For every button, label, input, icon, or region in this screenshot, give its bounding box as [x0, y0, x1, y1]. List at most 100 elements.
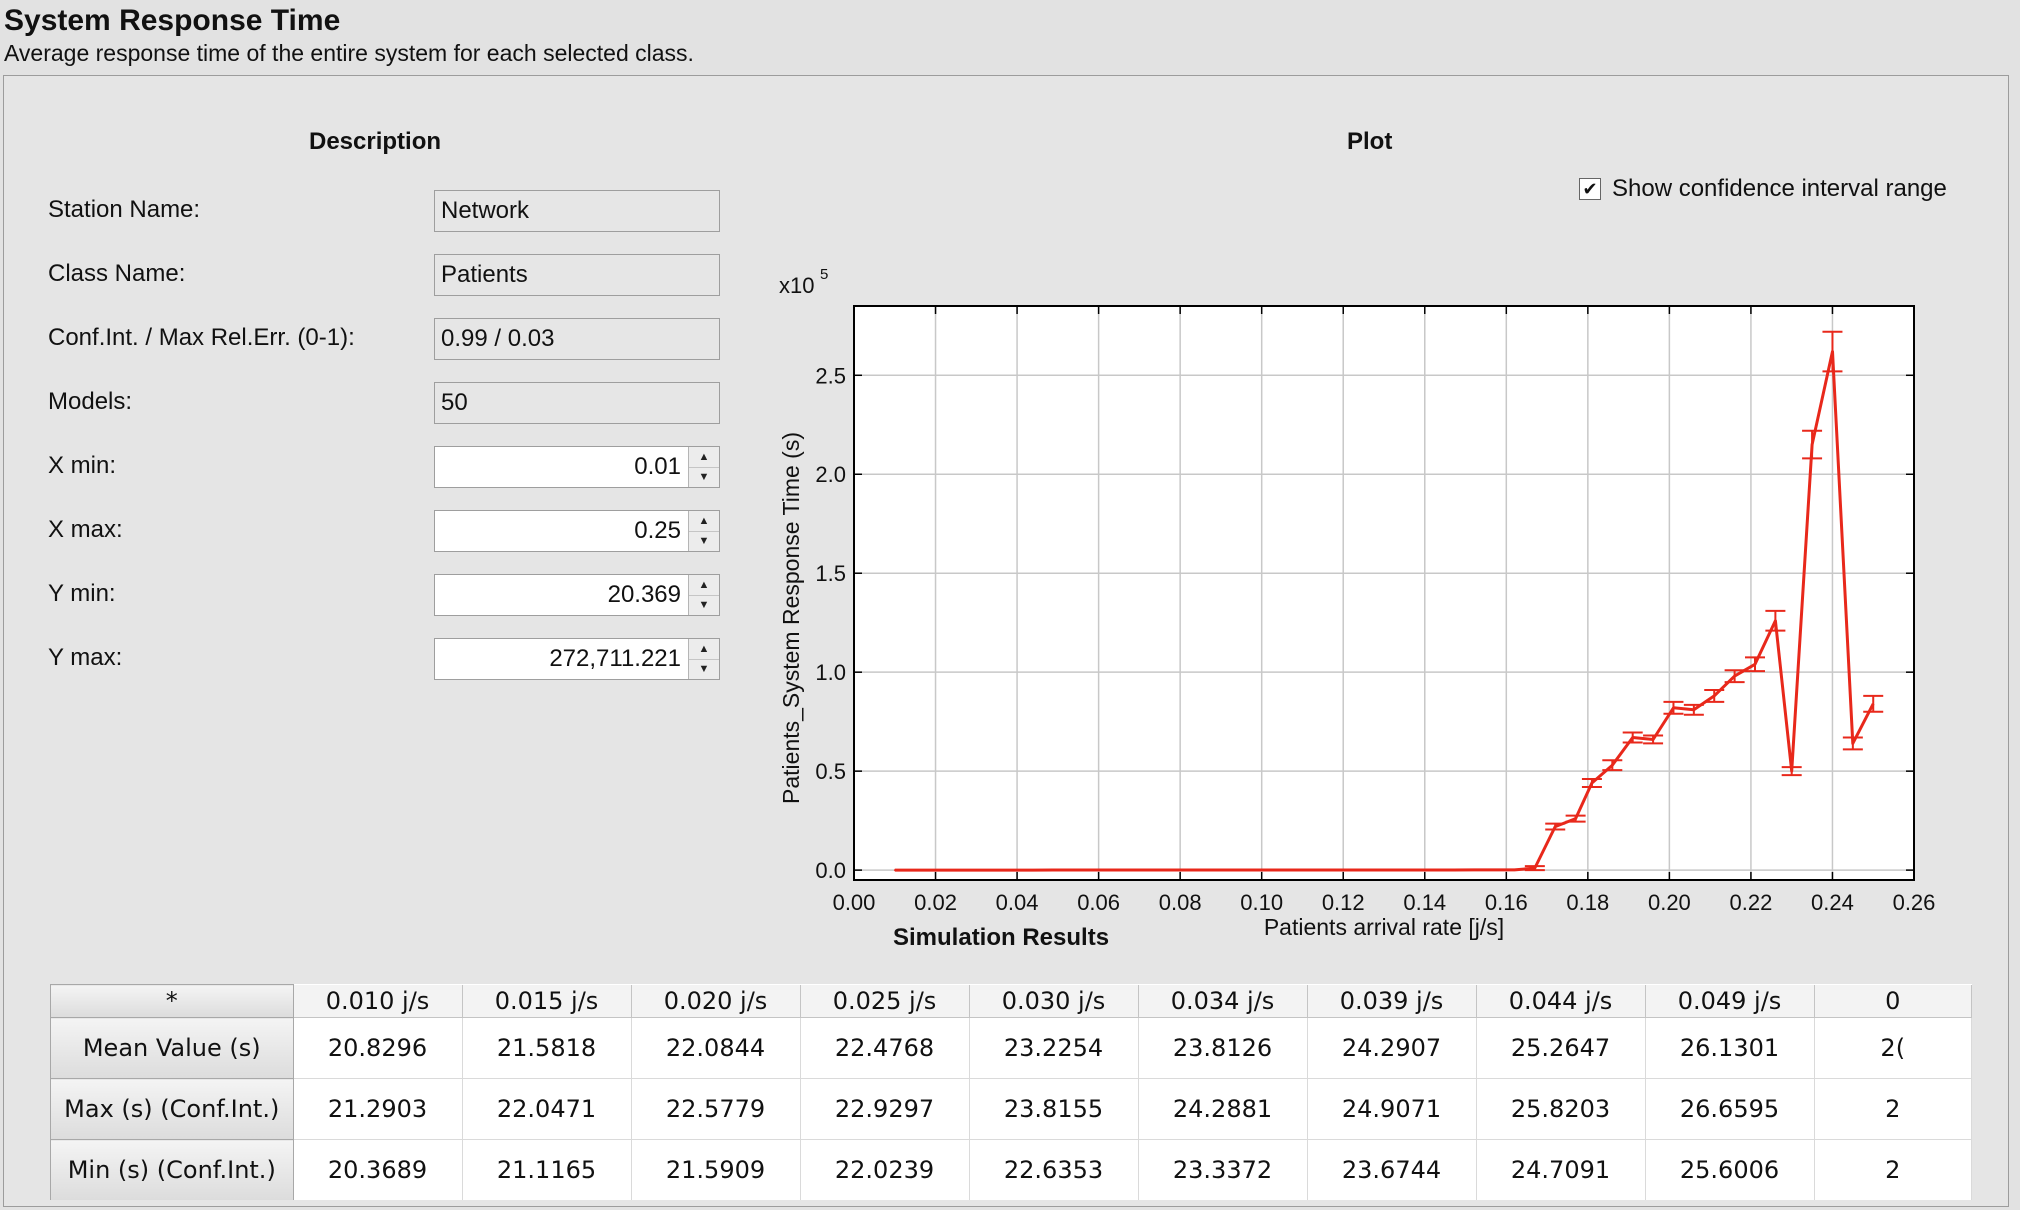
table-header-row: * 0.010 j/s 0.015 j/s 0.020 j/s 0.025 j/… — [50, 984, 1972, 1018]
table-cell[interactable]: 22.9297 — [799, 1078, 970, 1140]
data-point — [1012, 869, 1014, 871]
table-cell[interactable]: 21.2903 — [292, 1078, 463, 1140]
table-corner-header[interactable]: * — [50, 984, 294, 1018]
table-cell[interactable]: 23.6744 — [1306, 1139, 1477, 1200]
table-cell[interactable]: 22.0844 — [630, 1017, 801, 1079]
ci-checkbox-label[interactable]: Show confidence interval range — [1612, 175, 1947, 202]
column-header[interactable]: 0.015 j/s — [461, 984, 632, 1018]
y-tick-label: 2.5 — [815, 363, 846, 388]
column-header[interactable]: 0.034 j/s — [1137, 984, 1308, 1018]
data-point — [1411, 869, 1414, 871]
y-min-value[interactable]: 20.369 — [607, 581, 681, 608]
column-header[interactable]: 0.039 j/s — [1306, 984, 1477, 1018]
table-cell[interactable]: 25.6006 — [1644, 1139, 1815, 1200]
y-min-decrement-icon[interactable]: ▼ — [698, 599, 710, 611]
chart-series — [893, 330, 1884, 872]
table-cell[interactable]: 26.1301 — [1644, 1017, 1815, 1079]
table-cell[interactable]: 22.0239 — [799, 1139, 970, 1200]
data-point — [893, 869, 896, 871]
column-header[interactable]: 0.049 j/s — [1644, 984, 1815, 1018]
table-cell[interactable]: 24.9071 — [1306, 1078, 1477, 1140]
column-header[interactable]: 0.030 j/s — [968, 984, 1139, 1018]
table-cell[interactable]: 26.6595 — [1644, 1078, 1815, 1140]
x-min-increment-icon[interactable]: ▲ — [689, 447, 719, 468]
data-point — [1493, 869, 1495, 871]
x-tick-label: 0.16 — [1485, 890, 1528, 915]
table-cell[interactable]: 23.8126 — [1137, 1017, 1308, 1079]
y-min-increment-icon[interactable]: ▲ — [689, 575, 719, 596]
table-cell[interactable]: 2 — [1813, 1139, 1972, 1200]
y-max-decrement-icon[interactable]: ▼ — [698, 663, 710, 675]
table-cell[interactable]: 24.2881 — [1137, 1078, 1308, 1140]
x-tick-label: 0.24 — [1811, 890, 1854, 915]
class-name-field: Patients — [434, 254, 720, 296]
table-cell[interactable]: 24.7091 — [1475, 1139, 1646, 1200]
y-axis-label: Patients_System Response Time (s) — [778, 432, 804, 804]
column-header[interactable]: 0 — [1813, 984, 1972, 1018]
y-max-value[interactable]: 272,711.221 — [549, 645, 681, 672]
data-point — [991, 869, 994, 871]
data-point — [1252, 869, 1255, 871]
table-cell[interactable]: 21.1165 — [461, 1139, 632, 1200]
plot-frame — [853, 305, 1915, 881]
data-point — [1175, 869, 1177, 871]
table-cell[interactable]: 24.2907 — [1306, 1017, 1477, 1079]
table-cell[interactable]: 22.0471 — [461, 1078, 632, 1140]
y-scale-exponent: 5 — [820, 266, 828, 283]
column-header[interactable]: 0.044 j/s — [1475, 984, 1646, 1018]
x-max-value[interactable]: 0.25 — [634, 517, 681, 544]
table-cell[interactable]: 22.4768 — [799, 1017, 970, 1079]
description-title: Description — [309, 128, 442, 155]
x-min-spinner-buttons: ▲ ▼ — [688, 447, 719, 487]
x-min-value[interactable]: 0.01 — [634, 453, 681, 480]
x-tick-label: 0.10 — [1240, 890, 1283, 915]
y-tick-label: 2.0 — [815, 462, 846, 487]
x-min-decrement-icon[interactable]: ▼ — [698, 471, 710, 483]
results-panel: Description Station Name: Network Class … — [3, 75, 2009, 1207]
column-header[interactable]: 0.010 j/s — [292, 984, 463, 1018]
y-tick-label: 0.5 — [815, 759, 846, 784]
y-max-label: Y max: — [48, 644, 123, 671]
response-time-chart: 0.00 0.02 0.04 0.06 0.08 0.10 0.12 0.14 0.16 0.18… — [778, 266, 1935, 940]
y-max-increment-icon[interactable]: ▲ — [689, 639, 719, 660]
data-point — [1134, 869, 1137, 871]
table-cell[interactable]: 23.8155 — [968, 1078, 1139, 1140]
x-max-decrement-icon[interactable]: ▼ — [698, 535, 710, 547]
table-cell[interactable]: 22.6353 — [968, 1139, 1139, 1200]
y-scale-label: x10 — [779, 273, 814, 298]
data-point — [1334, 869, 1336, 871]
table-cell[interactable]: 21.5818 — [461, 1017, 632, 1079]
y-min-spinner[interactable]: 20.369 ▲ ▼ — [434, 574, 720, 616]
table-cell[interactable]: 23.2254 — [968, 1017, 1139, 1079]
table-cell[interactable]: 21.5909 — [630, 1139, 801, 1200]
data-point — [1093, 869, 1096, 871]
y-max-spinner[interactable]: 272,711.221 ▲ ▼ — [434, 638, 720, 680]
table-cell[interactable]: 20.8296 — [292, 1017, 463, 1079]
data-point — [1375, 869, 1377, 871]
x-max-spinner[interactable]: 0.25 ▲ ▼ — [434, 510, 720, 552]
ci-checkbox[interactable]: ✔ — [1579, 178, 1601, 200]
table-cell[interactable]: 22.5779 — [630, 1078, 801, 1140]
y-tick-label: 1.5 — [815, 561, 846, 586]
models-label: Models: — [48, 388, 133, 415]
data-point — [1354, 869, 1357, 871]
data-point — [975, 869, 978, 871]
y-tick-label: 0.0 — [815, 858, 846, 883]
x-max-increment-icon[interactable]: ▲ — [689, 511, 719, 532]
data-point — [1432, 869, 1434, 871]
column-header[interactable]: 0.025 j/s — [799, 984, 970, 1018]
x-max-label: X max: — [48, 516, 123, 543]
column-header[interactable]: 0.020 j/s — [630, 984, 801, 1018]
page-subtitle: Average response time of the entire syst… — [4, 40, 694, 66]
table-cell[interactable]: 20.3689 — [292, 1139, 463, 1200]
row-header-min: Min (s) (Conf.Int.) — [50, 1139, 294, 1200]
table-cell[interactable]: 25.2647 — [1475, 1017, 1646, 1079]
x-min-spinner[interactable]: 0.01 ▲ ▼ — [434, 446, 720, 488]
table-cell[interactable]: 23.3372 — [1137, 1139, 1308, 1200]
table-cell[interactable]: 2 — [1813, 1078, 1972, 1140]
x-tick-label: 0.22 — [1730, 890, 1773, 915]
y-max-spinner-buttons: ▲ ▼ — [688, 639, 719, 679]
table-cell[interactable]: 25.8203 — [1475, 1078, 1646, 1140]
table-cell[interactable]: 2( — [1813, 1017, 1972, 1079]
data-point — [1452, 869, 1455, 871]
